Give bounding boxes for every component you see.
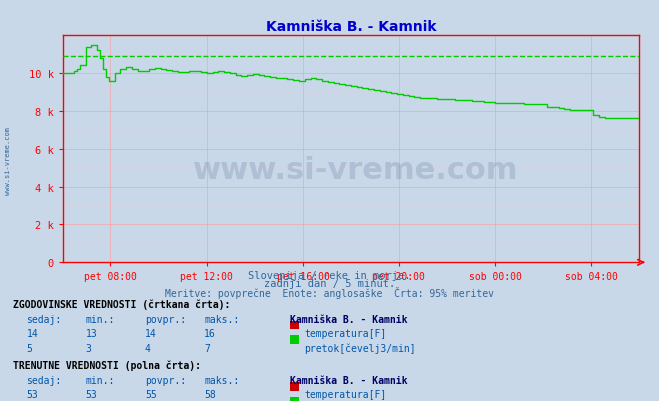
- Text: sedaj:: sedaj:: [26, 314, 61, 324]
- Text: maks.:: maks.:: [204, 375, 239, 385]
- Text: temperatura[F]: temperatura[F]: [304, 389, 387, 399]
- Text: 5: 5: [26, 343, 32, 353]
- Text: 16: 16: [204, 328, 216, 338]
- Text: Kamniška B. - Kamnik: Kamniška B. - Kamnik: [290, 314, 407, 324]
- Text: 4: 4: [145, 343, 151, 353]
- Text: Meritve: povprečne  Enote: anglosaške  Črta: 95% meritev: Meritve: povprečne Enote: anglosaške Črt…: [165, 286, 494, 298]
- Text: TRENUTNE VREDNOSTI (polna črta):: TRENUTNE VREDNOSTI (polna črta):: [13, 360, 201, 370]
- Text: 7: 7: [204, 343, 210, 353]
- Text: Kamniška B. - Kamnik: Kamniška B. - Kamnik: [290, 375, 407, 385]
- Text: 14: 14: [145, 328, 157, 338]
- Text: sedaj:: sedaj:: [26, 375, 61, 385]
- Text: 55: 55: [145, 389, 157, 399]
- Text: ZGODOVINSKE VREDNOSTI (črtkana črta):: ZGODOVINSKE VREDNOSTI (črtkana črta):: [13, 299, 231, 309]
- Text: temperatura[F]: temperatura[F]: [304, 328, 387, 338]
- Text: Slovenija / reke in morje.: Slovenija / reke in morje.: [248, 271, 411, 281]
- Text: maks.:: maks.:: [204, 314, 239, 324]
- Text: min.:: min.:: [86, 314, 115, 324]
- Text: 58: 58: [204, 389, 216, 399]
- Text: povpr.:: povpr.:: [145, 314, 186, 324]
- Text: 3: 3: [86, 343, 92, 353]
- Text: min.:: min.:: [86, 375, 115, 385]
- Text: 14: 14: [26, 328, 38, 338]
- Text: 13: 13: [86, 328, 98, 338]
- Text: zadnji dan / 5 minut.: zadnji dan / 5 minut.: [264, 278, 395, 288]
- Text: pretok[čevelj3/min]: pretok[čevelj3/min]: [304, 343, 416, 353]
- Text: 53: 53: [86, 389, 98, 399]
- Text: povpr.:: povpr.:: [145, 375, 186, 385]
- Title: Kamniška B. - Kamnik: Kamniška B. - Kamnik: [266, 20, 436, 34]
- Text: www.si-vreme.com: www.si-vreme.com: [5, 126, 11, 194]
- Text: 53: 53: [26, 389, 38, 399]
- Text: www.si-vreme.com: www.si-vreme.com: [193, 156, 519, 185]
